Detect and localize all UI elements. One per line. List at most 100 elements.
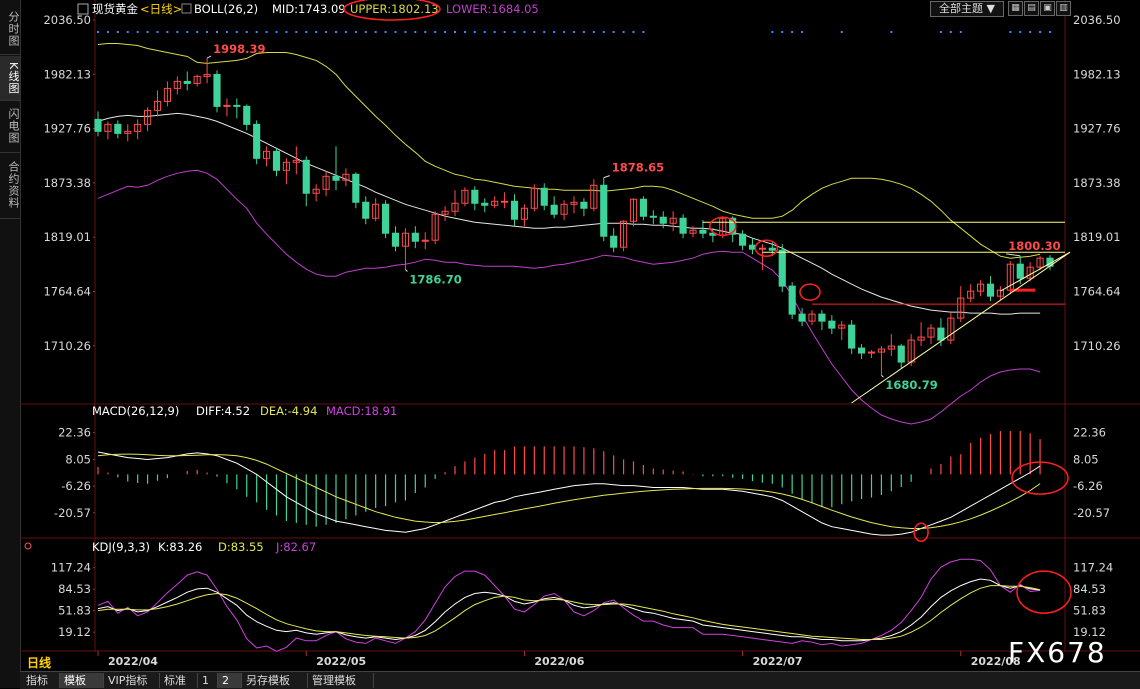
- candle: [758, 244, 766, 271]
- kdj-label: KDJ(9,3,3): [92, 540, 150, 554]
- kdj-j-line: [97, 558, 1041, 652]
- annotation-circle-3: [799, 283, 821, 301]
- event-marker: [384, 31, 387, 33]
- window-button-0[interactable]: ▦: [1008, 1, 1023, 16]
- candle: [560, 200, 568, 221]
- period-tab[interactable]: 日线: [27, 656, 52, 670]
- upper-annotation-circle: [343, 0, 441, 21]
- instrument-title: 现货黄金: [92, 2, 138, 16]
- candle-body: [986, 283, 995, 297]
- trend-line-2: [1000, 251, 1071, 292]
- side-tab-0[interactable]: 分时图: [0, 4, 20, 55]
- bottom-tab-0[interactable]: 指标: [22, 673, 60, 688]
- kdj-d-line: [97, 585, 1041, 640]
- bottom-tab-4[interactable]: 1: [198, 673, 218, 688]
- price-ytick-right-5: 1764.64: [1073, 285, 1121, 299]
- event-marker: [483, 31, 486, 33]
- candle-body: [372, 203, 380, 219]
- bottom-tab-1[interactable]: 模板: [60, 673, 104, 688]
- theme-select[interactable]: 全部主题 ▼: [930, 1, 1004, 17]
- trend-line: [851, 251, 1071, 404]
- candle: [778, 244, 786, 293]
- kdj-annotation-circle: [1016, 570, 1072, 614]
- candle-body: [401, 232, 409, 247]
- candle: [848, 320, 856, 355]
- candle: [689, 226, 697, 238]
- macd-ytick-left-3: -20.57: [54, 506, 91, 520]
- candle: [163, 81, 171, 107]
- candle-body: [679, 217, 687, 234]
- hl-label-2: 1878.65: [612, 161, 664, 175]
- event-marker: [781, 31, 784, 33]
- candle-body: [659, 216, 667, 224]
- candle: [867, 350, 876, 359]
- candle: [590, 179, 598, 212]
- candle-body: [124, 130, 132, 134]
- candle: [610, 228, 618, 253]
- candle: [986, 276, 995, 302]
- macd-ytick-right-2: -6.26: [1073, 479, 1103, 493]
- candle: [193, 74, 201, 87]
- candle: [649, 210, 657, 225]
- candle: [431, 211, 439, 245]
- candle: [917, 322, 925, 347]
- window-button-3[interactable]: ▥: [1056, 1, 1071, 16]
- price-ytick-right-1: 1982.13: [1073, 67, 1121, 81]
- candle: [421, 232, 429, 250]
- event-marker: [642, 31, 645, 33]
- event-marker: [771, 31, 774, 33]
- candle: [600, 177, 608, 242]
- event-marker: [622, 31, 625, 33]
- event-marker: [582, 31, 585, 33]
- candle: [223, 98, 231, 117]
- candle-body: [253, 123, 261, 159]
- price-ytick-left-5: 1764.64: [43, 285, 91, 299]
- candle: [550, 196, 558, 219]
- candle: [629, 198, 638, 227]
- candle: [530, 184, 538, 212]
- boll-lower-line: [97, 169, 1041, 425]
- side-tab-1[interactable]: K线图: [0, 56, 20, 101]
- boll-label: BOLL(26,2): [194, 2, 258, 16]
- bottom-tab-2[interactable]: VIP指标: [104, 673, 160, 688]
- candle: [501, 192, 509, 209]
- candle: [699, 220, 707, 239]
- side-tab-3[interactable]: 合约资料: [0, 152, 20, 219]
- candle-body: [838, 324, 846, 329]
- candle-body: [153, 100, 162, 111]
- kdj-ytick-left-0: 117.24: [51, 561, 91, 575]
- bottom-tab-7[interactable]: 管理模板: [308, 673, 374, 688]
- candle-body: [451, 202, 459, 212]
- candle: [1036, 256, 1044, 271]
- macd-annotation-circle-2: [913, 522, 929, 543]
- candle: [639, 196, 647, 221]
- bottom-tab-6[interactable]: 另存模板: [242, 673, 308, 688]
- candle-body: [858, 347, 866, 354]
- window-button-1[interactable]: ▤: [1024, 1, 1039, 16]
- candle-body: [501, 200, 509, 203]
- candle: [272, 148, 281, 177]
- chart-canvas[interactable]: 2036.50 2036.50 1982.13 1982.13 1927.76 1927.…: [20, 0, 1140, 671]
- candle: [263, 146, 271, 167]
- candle-body: [302, 159, 310, 194]
- event-marker: [106, 31, 109, 33]
- candle-body: [768, 247, 776, 251]
- bottom-tab-3[interactable]: 标准: [160, 673, 198, 688]
- macd-ytick-right-0: 22.36: [1073, 426, 1106, 440]
- price-ytick-right-6: 1710.26: [1073, 339, 1121, 353]
- candle: [173, 76, 181, 95]
- window-button-2[interactable]: ▣: [1040, 1, 1055, 16]
- event-marker: [156, 31, 159, 33]
- event-marker: [335, 31, 337, 33]
- event-marker: [245, 31, 248, 33]
- event-marker: [563, 31, 566, 33]
- candle: [461, 187, 469, 207]
- price-ytick-right-0: 2036.50: [1073, 13, 1121, 27]
- event-marker: [949, 31, 952, 33]
- event-marker: [136, 31, 139, 33]
- side-tab-2[interactable]: 闪电图: [0, 100, 20, 153]
- candle: [679, 214, 687, 239]
- price-ytick-left-1: 1982.13: [43, 67, 91, 81]
- event-marker: [394, 31, 397, 33]
- bottom-tab-5[interactable]: 2: [218, 673, 242, 688]
